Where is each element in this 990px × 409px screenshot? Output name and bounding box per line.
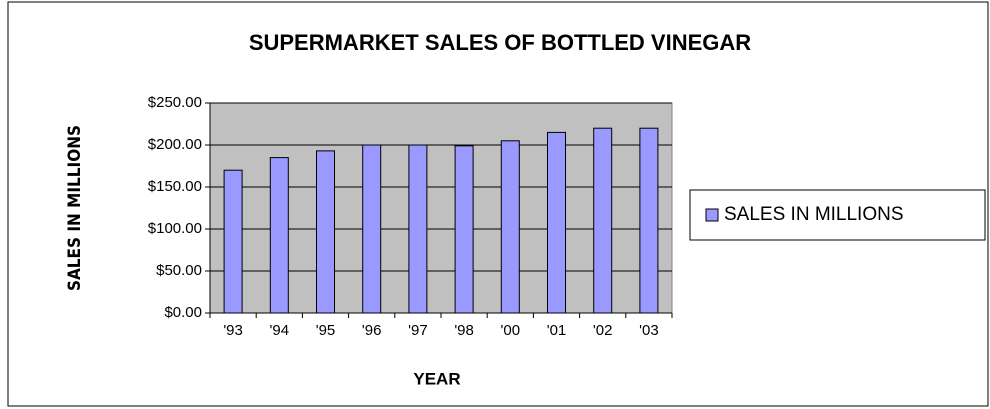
x-axis-label: YEAR (413, 369, 460, 388)
bar (454, 145, 474, 314)
x-tick-label: '96 (362, 322, 382, 339)
y-tick-label: $50.00 (156, 262, 202, 279)
bar (547, 131, 566, 314)
x-tick-label: '93 (223, 322, 243, 339)
x-tick-label: '03 (639, 322, 659, 339)
y-tick-label: $250.00 (148, 94, 202, 111)
bar (408, 144, 428, 314)
y-tick-label: $0.00 (164, 304, 202, 321)
x-tick-label: '98 (454, 322, 474, 339)
y-tick-label: $200.00 (148, 136, 202, 153)
legend-box (689, 189, 986, 241)
y-axis-label: SALES IN MILLIONS (65, 125, 85, 291)
bar (593, 127, 613, 314)
bar (639, 127, 659, 314)
x-tick-label: '95 (316, 322, 336, 339)
legend-label: SALES IN MILLIONS (724, 204, 904, 225)
x-tick-label: '00 (501, 322, 521, 339)
chart-title: SUPERMARKET SALES OF BOTTLED VINEGAR (249, 30, 751, 55)
y-tick-label: $100.00 (148, 220, 202, 237)
x-tick-label: '97 (408, 322, 428, 339)
x-tick-label: '01 (547, 322, 567, 339)
bar (500, 140, 520, 314)
bar (362, 144, 382, 314)
x-tick-label: '94 (270, 322, 290, 339)
legend-swatch (705, 208, 719, 222)
bar (269, 157, 289, 314)
bar (316, 150, 335, 314)
x-tick-label: '02 (593, 322, 613, 339)
y-tick-label: $150.00 (148, 178, 202, 195)
bar (223, 169, 243, 314)
